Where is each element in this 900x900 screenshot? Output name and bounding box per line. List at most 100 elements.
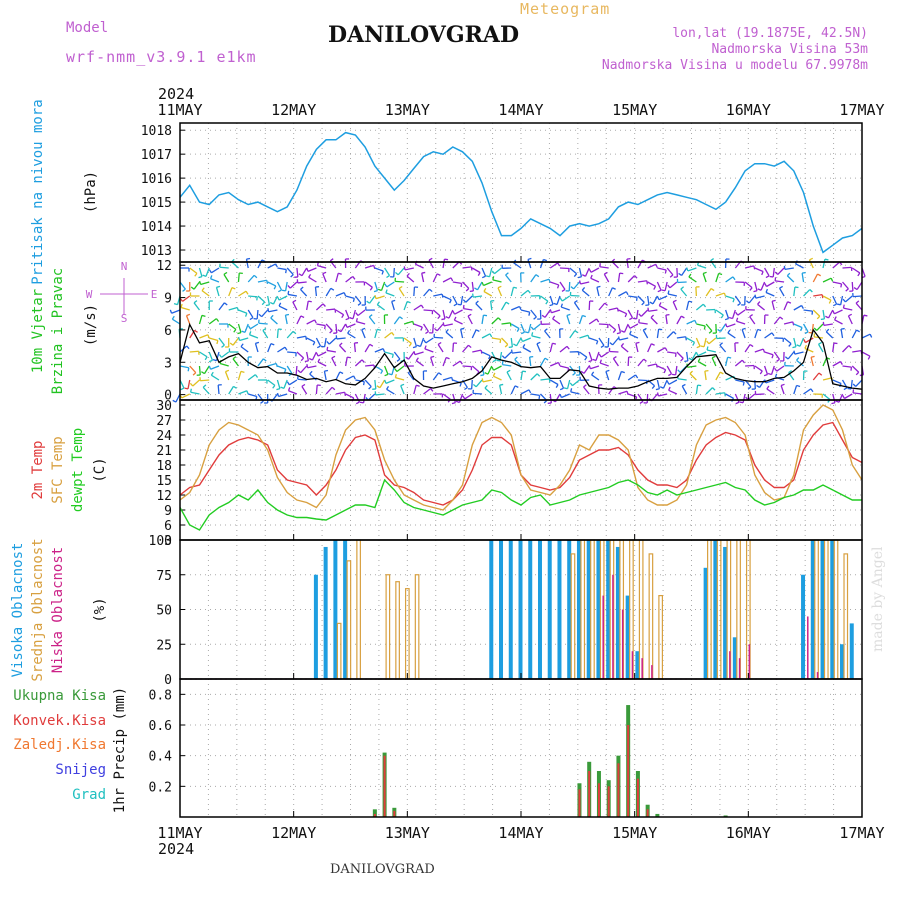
wind-barb-flag	[273, 285, 277, 290]
wind-barb-flag	[556, 284, 560, 289]
wind-barb-flag	[848, 345, 852, 349]
wind-barb	[365, 364, 375, 367]
wind-barb-flag	[485, 275, 490, 278]
high-cloud-bar	[343, 540, 348, 679]
high-cloud-bar	[567, 540, 572, 679]
wind-barb-flag	[492, 276, 495, 280]
wind-barb-flag	[793, 350, 796, 355]
y-tick-label: 1016	[141, 172, 172, 187]
wind-barb-flag	[464, 387, 468, 391]
wind-barb-flag	[604, 271, 608, 275]
wind-barb-flag	[645, 304, 650, 307]
mid-cloud-bar	[570, 553, 576, 680]
wind-barb-flag	[570, 388, 573, 392]
wind-barb-flag	[232, 356, 237, 360]
wind-barb	[432, 323, 434, 334]
wind-barb	[579, 351, 588, 358]
wind-barb-flag	[445, 356, 450, 360]
wind-barb	[482, 379, 492, 383]
wind-barb	[257, 259, 263, 269]
wind-barb-flag	[182, 288, 186, 292]
wind-barb	[608, 307, 618, 311]
wind-barb	[325, 323, 333, 332]
wind-barb-flag	[671, 373, 676, 376]
wind-barb	[834, 309, 843, 315]
wind-barb-flag	[779, 316, 784, 320]
wind-barb	[578, 315, 584, 325]
wind-barb	[413, 385, 417, 395]
wind-barb	[852, 349, 862, 353]
wind-barb-flag	[421, 271, 426, 274]
wind-barb	[726, 323, 736, 328]
wind-barb	[573, 302, 580, 311]
wind-barb-flag	[536, 341, 541, 345]
wind-barb	[569, 267, 578, 275]
wind-barb-flag	[329, 330, 333, 334]
wind-barb	[347, 332, 356, 339]
station-title: DANILOVGRAD	[328, 22, 520, 48]
wind-barb-flag	[369, 343, 374, 347]
wind-barb	[590, 267, 600, 273]
wind-barb-flag	[737, 302, 741, 306]
high-cloud-bar	[849, 623, 854, 679]
wind-barb-flag	[221, 344, 225, 348]
wind-barb	[619, 337, 629, 341]
wind-barb-flag	[499, 383, 504, 386]
wind-barb-flag	[665, 313, 670, 316]
conv-precip-bar	[607, 786, 610, 817]
high-cloud-bar	[615, 546, 620, 679]
wind-barb-flag	[724, 392, 726, 397]
wind-barb-flag	[661, 289, 666, 292]
wind-barb	[278, 295, 288, 301]
wind-barb	[300, 288, 308, 297]
wind-barb	[356, 321, 366, 325]
wind-barb	[238, 309, 248, 314]
high-cloud-bar	[528, 540, 533, 679]
wind-barb	[627, 374, 636, 381]
wind-barb-flag	[391, 299, 396, 303]
wind-barb-flag	[616, 307, 619, 312]
wind-barb	[812, 372, 820, 381]
wind-barb-flag	[809, 289, 813, 293]
wind-barb	[442, 277, 452, 283]
wind-barb	[559, 281, 566, 290]
temp-unit: (C)	[92, 457, 108, 482]
wind-barb-flag	[438, 372, 442, 376]
wind-barb-flag	[685, 336, 687, 341]
wind-barb-flag	[475, 300, 479, 304]
wind-barb	[257, 279, 267, 283]
wind-barb	[773, 351, 781, 360]
wind-barb	[832, 379, 842, 385]
wind-barb-flag	[710, 287, 715, 292]
wind-barb	[748, 295, 756, 304]
wind-barb-flag	[762, 348, 766, 353]
wind-barb-flag	[437, 341, 442, 345]
wind-barb-flag	[681, 383, 686, 387]
high-cloud-bar	[713, 540, 718, 679]
wind-barbs	[169, 257, 873, 405]
wind-barb	[688, 276, 697, 283]
wind-barb	[530, 393, 540, 397]
conv-precip-bar	[578, 789, 581, 817]
wind-barb-flag	[833, 303, 837, 307]
wind-barb	[520, 289, 529, 297]
mid-cloud-bar	[346, 560, 352, 680]
wind-barb	[608, 386, 615, 395]
wind-barb-flag	[638, 313, 642, 317]
wind-barb	[620, 345, 629, 353]
wind-barb	[812, 273, 819, 283]
wind-barb-flag	[804, 344, 808, 349]
wind-barb-flag	[376, 301, 380, 306]
wind-barb-flag	[825, 315, 829, 319]
wind-barb-flag	[543, 258, 548, 262]
wind-barb-flag	[552, 342, 557, 345]
wind-barb-flag	[359, 401, 364, 404]
wind-barb-flag	[462, 304, 465, 309]
conv-precip-bar	[588, 771, 591, 817]
wind-barb	[240, 346, 249, 353]
wind-barb-flag	[451, 401, 456, 405]
wind-barb	[510, 287, 515, 297]
wind-barb	[248, 393, 258, 398]
wind-barb-flag	[578, 280, 582, 285]
wind-barb-flag	[566, 345, 570, 350]
